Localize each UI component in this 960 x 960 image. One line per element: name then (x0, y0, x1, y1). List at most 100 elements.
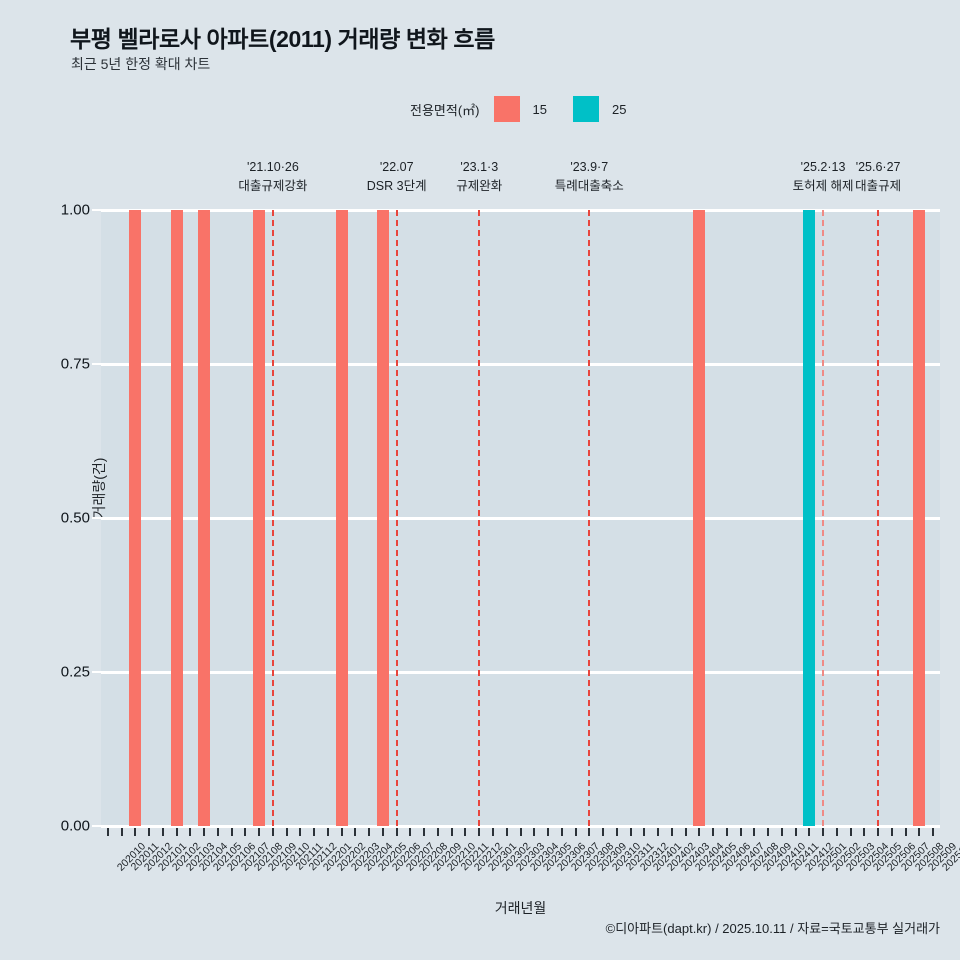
x-axis-tick-mark (313, 828, 316, 836)
x-axis-tick-mark (574, 828, 577, 836)
event-annotation-text: 대출규제 (855, 179, 902, 194)
x-axis-tick-mark (698, 828, 701, 836)
event-annotation-text: DSR 3단계 (366, 179, 427, 194)
event-annotation-date: '23.9·7 (570, 160, 609, 174)
x-axis-label: 거래년월 (494, 900, 547, 916)
event-annotation-date: '25.6·27 (855, 160, 901, 174)
y-axis-tick-mark (92, 209, 101, 211)
y-axis-tick-label: 1.00 (60, 201, 90, 219)
x-axis-tick-mark (767, 828, 770, 836)
x-axis-tick-mark (505, 828, 508, 836)
x-axis-tick-mark (216, 828, 219, 836)
page-title: 부평 벨라로사 아파트(2011) 거래량 변화 흐름 (70, 26, 495, 52)
x-axis-tick-mark (258, 828, 261, 836)
event-annotation-202506: '25.6·27 대출규제 (808, 158, 948, 197)
x-axis-tick-mark (780, 828, 783, 836)
bar-202206-15[interactable] (376, 210, 389, 826)
x-axis-tick-mark (560, 828, 563, 836)
event-annotation-text: 토허제 해제 (792, 179, 854, 194)
x-axis-tick-mark (670, 828, 673, 836)
y-gridline (101, 362, 940, 366)
x-axis-tick-mark (161, 828, 164, 836)
x-axis-tick-mark (712, 828, 715, 836)
event-line-202309 (588, 210, 591, 826)
event-annotation-date: '25.2·13 (800, 160, 846, 174)
x-axis-tick-mark (588, 828, 591, 836)
x-axis-tick-mark (808, 828, 811, 836)
x-axis-tick-mark (436, 828, 439, 836)
event-annotation-date: '23.1·3 (460, 160, 499, 174)
event-line-202502 (822, 210, 825, 826)
x-axis-tick-mark (299, 828, 302, 836)
event-annotation-202110: '21.10·26 대출규제강화 (203, 158, 343, 197)
x-axis-tick-mark (602, 828, 605, 836)
x-axis-tick-mark (739, 828, 742, 836)
x-axis-tick-mark (615, 828, 618, 836)
event-annotation-202309: '23.9·7 특례대출축소 (519, 158, 659, 197)
event-line-202110 (271, 210, 274, 826)
event-annotation-text: 특례대출축소 (554, 179, 624, 194)
x-axis-tick-mark (491, 828, 494, 836)
bar-202109-15[interactable] (253, 210, 266, 826)
y-gridline (101, 824, 940, 828)
x-axis-tick-mark (932, 828, 935, 836)
event-annotation-text: 대출규제강화 (238, 179, 308, 194)
x-axis-tick-mark (822, 828, 825, 836)
y-gridline (101, 208, 940, 212)
x-axis-tick-mark (918, 828, 921, 836)
x-axis-tick-mark (148, 828, 151, 836)
x-axis-tick-mark (423, 828, 426, 836)
legend-label-25: 25 (611, 101, 627, 117)
x-axis-tick-mark (450, 828, 453, 836)
x-axis-tick-mark (725, 828, 728, 836)
x-axis-tick-mark (657, 828, 660, 836)
x-axis-tick-mark (340, 828, 343, 836)
chart-legend: 전용면적(㎡) 15 25 (410, 96, 652, 122)
y-gridline (101, 670, 940, 674)
bar-202501-25[interactable] (803, 210, 816, 826)
legend-title: 전용면적(㎡) (410, 102, 480, 118)
bar-202203-15[interactable] (335, 210, 348, 826)
x-axis-tick-mark (533, 828, 536, 836)
event-annotation-202301: '23.1·3 규제완화 (409, 158, 549, 197)
x-axis-tick-mark (175, 828, 178, 836)
plot-area: 거래량(건) 거래년월 0.00 0.25 0.50 0.75 1.00 202010 20… (61, 202, 960, 917)
x-axis-tick-mark (863, 828, 866, 836)
x-axis-tick-mark (519, 828, 522, 836)
y-axis-tick-mark (92, 363, 101, 365)
y-axis-tick-label: 0.75 (60, 355, 90, 373)
legend-swatch-25 (572, 96, 599, 122)
x-axis-tick-mark (629, 828, 632, 836)
x-axis-tick-mark (890, 828, 893, 836)
x-axis-tick-mark (643, 828, 646, 836)
page-subtitle: 최근 5년 한정 확대 차트 (71, 56, 211, 72)
event-line-202207 (395, 210, 398, 826)
x-axis-tick-mark (189, 828, 192, 836)
x-axis-tick-mark (120, 828, 123, 836)
y-axis-tick-mark (92, 671, 101, 673)
x-axis-tick-mark (849, 828, 852, 836)
x-axis-tick-mark (877, 828, 880, 836)
x-axis-tick-mark (285, 828, 288, 836)
bar-202105-15[interactable] (198, 210, 211, 826)
x-axis-tick-mark (684, 828, 687, 836)
x-axis-tick-mark (794, 828, 797, 836)
bar-202103-15[interactable] (170, 210, 183, 826)
bar-202405-15[interactable] (693, 210, 706, 826)
bar-202012-15[interactable] (129, 210, 142, 826)
y-axis-tick-mark (92, 517, 101, 519)
x-axis-tick-mark (106, 828, 109, 836)
y-axis-label: 거래량(건) (91, 457, 107, 519)
x-axis-tick-mark (753, 828, 756, 836)
x-axis-tick-mark (230, 828, 233, 836)
x-axis-tick-mark (381, 828, 384, 836)
event-annotation-date: '21.10·26 (247, 160, 299, 174)
x-axis-tick-mark (368, 828, 371, 836)
x-axis-tick-mark (409, 828, 412, 836)
bar-202509-15[interactable] (913, 210, 926, 826)
x-axis-tick-mark (547, 828, 549, 836)
x-axis-tick-mark (244, 828, 247, 836)
y-axis-tick-label: 0.00 (60, 817, 90, 835)
event-annotation-202502: '25.2·13 토허제 해제 (753, 158, 893, 197)
